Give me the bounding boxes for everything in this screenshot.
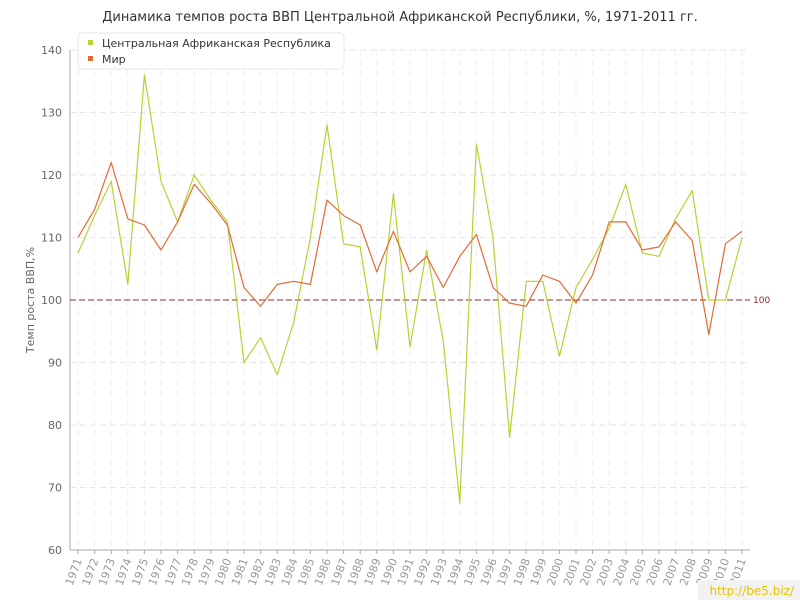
- legend-swatch-car: [88, 40, 93, 45]
- watermark: http://be5.biz/: [698, 580, 800, 600]
- legend-box: [77, 32, 345, 70]
- series-lines: [77, 74, 743, 504]
- reference-line-label: 100: [753, 296, 770, 306]
- legend-label-car: Центральная Африканская Республика: [102, 37, 331, 50]
- legend-label-world: Мир: [102, 53, 126, 66]
- y-tick-label: 140: [41, 44, 62, 57]
- y-tick-label: 70: [48, 482, 62, 495]
- y-tick-label: 80: [48, 419, 62, 432]
- y-tick-label: 60: [48, 544, 62, 557]
- y-tick-label: 100: [41, 294, 62, 307]
- y-tick-label: 120: [41, 169, 62, 182]
- y-axis-ticks: 60 70 80 90 100 110 120 130 140: [41, 44, 62, 557]
- x-axis-ticks: 1971197219731974197519761977197819791980…: [63, 550, 749, 587]
- watermark-link[interactable]: http://be5.biz/: [709, 584, 794, 598]
- y-tick-label: 130: [41, 107, 62, 120]
- y-axis-title: Темп роста ВВП,%: [24, 247, 37, 354]
- legend: Центральная Африканская Республика Мир: [77, 32, 345, 70]
- series-line-car: [77, 74, 743, 504]
- y-tick-label: 110: [41, 232, 62, 245]
- chart-title: Динамика темпов роста ВВП Центральной Аф…: [102, 10, 698, 25]
- y-tick-label: 90: [48, 357, 62, 370]
- reference-line-group: 100: [70, 296, 770, 306]
- series-line-world: [77, 161, 743, 335]
- legend-swatch-world: [88, 56, 93, 61]
